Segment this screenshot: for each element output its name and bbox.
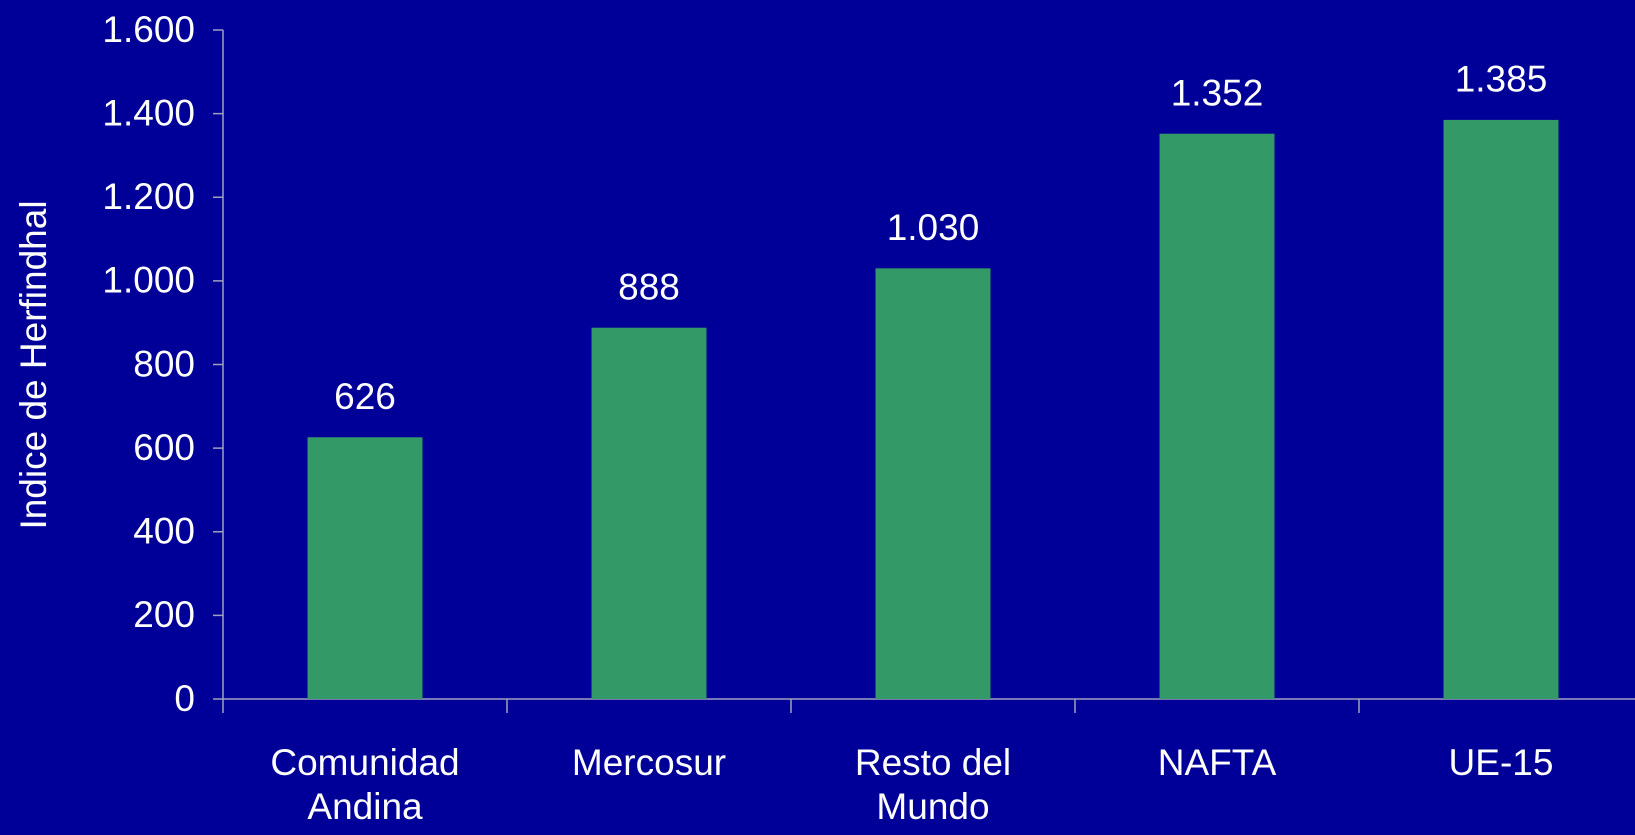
x-tick-label: Mercosur <box>571 742 727 783</box>
value-label: 1.385 <box>1455 59 1548 100</box>
x-tick-label: Comunidad Andina <box>270 742 460 828</box>
y-tick-label: 400 <box>133 511 195 552</box>
bar <box>307 437 423 699</box>
value-label: 888 <box>618 266 680 307</box>
bar <box>1443 119 1559 700</box>
y-tick-label: 1.400 <box>102 92 195 133</box>
y-tick-label: 1.200 <box>102 176 195 217</box>
value-label: 1.030 <box>887 207 980 248</box>
bar <box>1159 133 1275 699</box>
value-label: 1.352 <box>1171 72 1264 113</box>
x-tick-label: UE-15 <box>1448 742 1554 783</box>
bar <box>875 268 991 699</box>
y-tick-label: 800 <box>133 343 195 384</box>
bar <box>591 327 707 699</box>
y-axis-label: Indice de Herfindhal <box>13 200 54 529</box>
x-tick-label: NAFTA <box>1157 742 1277 783</box>
y-tick-label: 1.000 <box>102 260 195 301</box>
y-tick-label: 0 <box>174 678 195 719</box>
y-tick-label: 1.600 <box>102 9 195 50</box>
x-tick-label: Resto del Mundo <box>854 742 1012 828</box>
y-tick-label: 600 <box>133 427 195 468</box>
y-tick-label: 200 <box>133 594 195 635</box>
value-label: 626 <box>334 376 396 417</box>
